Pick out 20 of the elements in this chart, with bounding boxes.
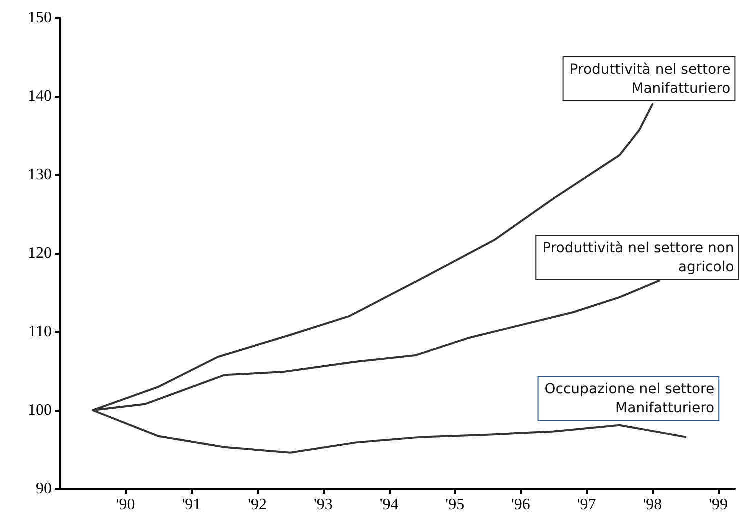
y-tick-label: 130 (28, 166, 52, 184)
y-tick-label: 90 (36, 480, 52, 498)
x-tick-label: '96 (512, 496, 530, 513)
x-tick-label: '95 (446, 496, 465, 513)
y-tick-label: 120 (28, 245, 52, 262)
x-tick-label: '91 (182, 496, 202, 513)
text: Produttività nel settore non agricolo (542, 240, 734, 276)
x-tick-label: '98 (643, 496, 662, 513)
y-tick-label: 140 (28, 88, 52, 105)
x-tick-label: '93 (314, 496, 333, 513)
x-tick-label: '92 (248, 496, 268, 513)
x-tick-label: '97 (577, 496, 596, 513)
x-tick-label: '94 (380, 496, 399, 513)
series-label: Produttività nel settore Manifatturiero (570, 62, 731, 97)
y-tick-label: 110 (28, 324, 52, 340)
x-tick-label: '90 (116, 496, 136, 513)
y-tick-label: 100 (28, 402, 52, 419)
x-tick-label: '99 (709, 496, 728, 513)
series-label: Occupazione nel settore Manifatturiero (544, 382, 715, 417)
y-tick-label: 150 (28, 10, 52, 26)
